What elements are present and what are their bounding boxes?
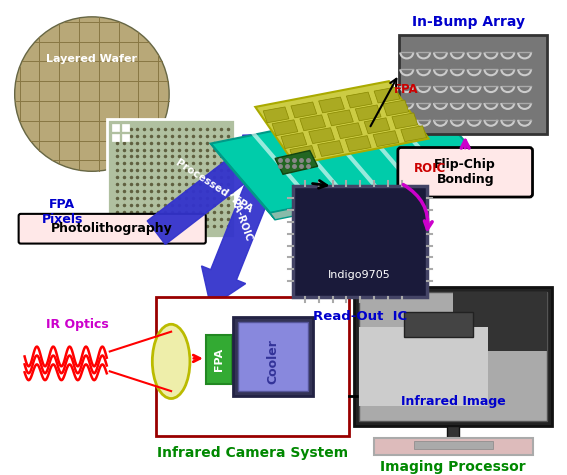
Bar bbox=[156, 297, 349, 436]
Text: Imaging Processor: Imaging Processor bbox=[380, 460, 526, 475]
FancyBboxPatch shape bbox=[398, 148, 532, 197]
Polygon shape bbox=[263, 107, 289, 123]
Polygon shape bbox=[211, 143, 275, 220]
Bar bbox=[234, 317, 313, 396]
Text: FPA-ROIC  Chip: FPA-ROIC Chip bbox=[227, 190, 264, 271]
Bar bbox=[447, 426, 459, 437]
Polygon shape bbox=[373, 131, 399, 147]
Bar bbox=[121, 124, 129, 131]
Ellipse shape bbox=[153, 324, 190, 399]
Bar bbox=[399, 35, 547, 133]
Bar bbox=[293, 186, 426, 297]
Polygon shape bbox=[318, 141, 344, 156]
Bar bbox=[206, 335, 231, 384]
Polygon shape bbox=[290, 145, 316, 162]
Bar bbox=[354, 287, 552, 426]
Polygon shape bbox=[319, 97, 344, 113]
Polygon shape bbox=[291, 102, 316, 118]
Bar bbox=[414, 441, 493, 448]
Text: Flip-Chip
Bonding: Flip-Chip Bonding bbox=[434, 158, 496, 186]
Polygon shape bbox=[147, 133, 285, 245]
Circle shape bbox=[15, 17, 169, 171]
Polygon shape bbox=[346, 92, 372, 108]
Bar bbox=[107, 119, 235, 238]
FancyBboxPatch shape bbox=[19, 214, 206, 244]
Polygon shape bbox=[275, 151, 318, 174]
Polygon shape bbox=[401, 126, 426, 142]
Bar bbox=[453, 292, 547, 352]
Text: Photolithography: Photolithography bbox=[51, 222, 172, 235]
Bar bbox=[239, 322, 308, 391]
Polygon shape bbox=[356, 105, 381, 121]
Text: ROIC: ROIC bbox=[414, 162, 446, 175]
Polygon shape bbox=[270, 168, 493, 220]
Text: Infrared Camera System: Infrared Camera System bbox=[156, 446, 348, 460]
Text: Processed  FPA: Processed FPA bbox=[174, 158, 254, 215]
Text: FPA
Pixels: FPA Pixels bbox=[41, 198, 83, 226]
Polygon shape bbox=[201, 158, 281, 307]
Polygon shape bbox=[281, 133, 307, 149]
Polygon shape bbox=[211, 99, 488, 213]
Polygon shape bbox=[272, 120, 298, 136]
Bar bbox=[359, 327, 488, 406]
Polygon shape bbox=[336, 123, 362, 139]
Polygon shape bbox=[374, 87, 400, 103]
Polygon shape bbox=[255, 81, 429, 164]
Polygon shape bbox=[345, 136, 371, 152]
Text: Cooler: Cooler bbox=[266, 339, 280, 384]
Polygon shape bbox=[364, 118, 390, 133]
Bar bbox=[112, 124, 119, 131]
Bar bbox=[359, 292, 547, 421]
Polygon shape bbox=[383, 100, 409, 116]
Text: FPA: FPA bbox=[394, 83, 418, 95]
Bar bbox=[404, 312, 473, 337]
Text: Indigo9705: Indigo9705 bbox=[328, 270, 391, 280]
Bar bbox=[112, 133, 119, 141]
Polygon shape bbox=[309, 128, 335, 143]
Text: FPA: FPA bbox=[214, 348, 223, 371]
Polygon shape bbox=[392, 113, 418, 129]
Text: In-Bump Array: In-Bump Array bbox=[412, 15, 524, 29]
Text: Layered Wafer: Layered Wafer bbox=[46, 55, 137, 65]
Polygon shape bbox=[300, 115, 325, 131]
Text: Read-Out  IC: Read-Out IC bbox=[312, 310, 407, 323]
Text: Infrared Image: Infrared Image bbox=[401, 395, 506, 408]
Bar bbox=[121, 133, 129, 141]
Text: IR Optics: IR Optics bbox=[46, 318, 108, 331]
Bar bbox=[374, 437, 532, 456]
Polygon shape bbox=[328, 110, 353, 126]
